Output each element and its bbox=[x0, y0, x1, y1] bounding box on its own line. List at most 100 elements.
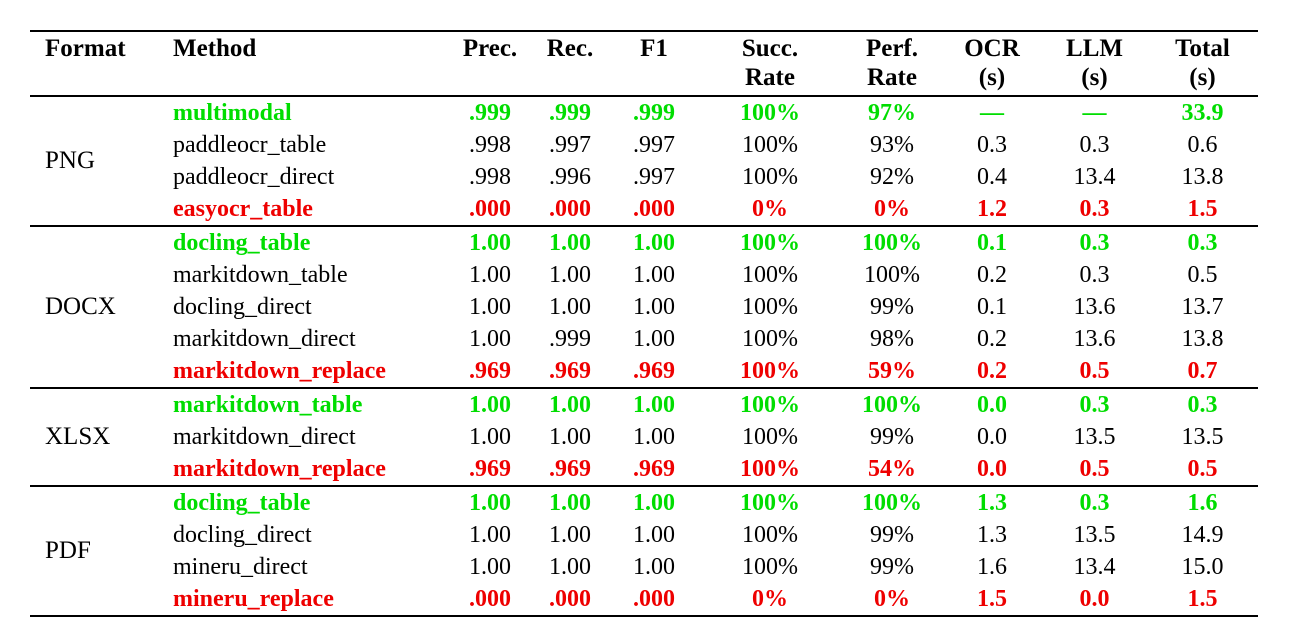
col-header-llm-s: LLM (s) bbox=[1042, 31, 1147, 97]
value-cell: 98% bbox=[870, 325, 914, 352]
value-cell: 100% bbox=[842, 485, 942, 519]
col-header-perf-rate: Perf. Rate bbox=[842, 31, 942, 97]
method-cell: docling_table bbox=[165, 225, 450, 259]
col-header-line1: OCR bbox=[964, 35, 1020, 62]
value-cell: 99% bbox=[870, 521, 914, 548]
value-cell: 13.6 bbox=[1073, 293, 1116, 320]
value-cell: 0% bbox=[752, 195, 788, 222]
value-cell: 1.00 bbox=[530, 485, 610, 519]
value-cell: 0.7 bbox=[1187, 357, 1218, 384]
value-cell: 1.00 bbox=[549, 423, 591, 450]
value-cell: 100% bbox=[842, 225, 942, 259]
value-cell: 0.3 bbox=[1147, 387, 1258, 421]
table-body: PNG multimodal .999.999.999 100% 97% — —33.9 pa… bbox=[30, 95, 1258, 616]
col-header-f1: F1 bbox=[610, 31, 698, 97]
value-cell: .997 bbox=[633, 163, 675, 190]
table-row: docling_direct 1.00 1.00 1.00 100% 99% 1.3 13.5… bbox=[30, 519, 1258, 551]
table-row: PNG multimodal .999.999.999 100% 97% — —33.9 bbox=[30, 95, 1258, 226]
value-cell: — bbox=[942, 95, 1042, 129]
value-cell: 0.0 bbox=[1079, 585, 1110, 612]
value-cell: .999 bbox=[450, 95, 530, 129]
table-row: mineru_replace .000 .000 .000 0% 0% 1.5 0.0 1.5 bbox=[30, 583, 1258, 616]
value-cell: 1.00 bbox=[469, 293, 511, 320]
value-cell: 0.1 bbox=[977, 293, 1007, 320]
method-cell: mineru_replace bbox=[173, 585, 334, 612]
value-cell: 1.00 bbox=[610, 485, 698, 519]
table-row: easyocr_table .000 .000 .000 0% 0% 1.2 0.3 1.5 bbox=[30, 193, 1258, 226]
table-row: markitdown_direct 1.00 1.00 1.00 100% 99% 0.0 1… bbox=[30, 421, 1258, 453]
value-cell: 100% bbox=[742, 261, 798, 288]
value-cell: .999 bbox=[530, 95, 610, 129]
table-row: paddleocr_direct .998 .996 .997 100% 92% 0.4 13… bbox=[30, 161, 1258, 193]
value-cell: 100% bbox=[742, 163, 798, 190]
value-cell: 0.3 bbox=[1079, 131, 1110, 158]
method-cell: easyocr_table bbox=[173, 195, 313, 222]
value-cell: 13.5 bbox=[1181, 423, 1224, 450]
value-cell: 33.9 bbox=[1147, 95, 1258, 129]
col-header-line1: Succ. bbox=[741, 35, 799, 62]
value-cell: 0.1 bbox=[942, 225, 1042, 259]
col-header-method: Method bbox=[165, 31, 450, 97]
value-cell: 1.00 bbox=[530, 387, 610, 421]
table-row: XLSX markitdown_table 1.00 1.00 1.00 100% 100%… bbox=[30, 387, 1258, 486]
col-header-line1: Rec. bbox=[546, 35, 594, 62]
value-cell: .969 bbox=[633, 455, 675, 482]
value-cell: 1.00 bbox=[633, 553, 675, 580]
value-cell: 99% bbox=[870, 423, 914, 450]
value-cell: 1.2 bbox=[977, 195, 1007, 222]
value-cell: 1.00 bbox=[549, 553, 591, 580]
value-cell: 1.00 bbox=[530, 225, 610, 259]
method-cell: docling_direct bbox=[173, 293, 312, 320]
col-header-line2: (s) bbox=[1189, 64, 1216, 91]
value-cell: 0.5 bbox=[1187, 261, 1218, 288]
table-row: markitdown_replace .969 .969 .969 100% 59% 0.2… bbox=[30, 355, 1258, 388]
col-header-total-s: Total (s) bbox=[1147, 31, 1258, 97]
benchmark-results-table: Format Method Prec. Rec. F1 bbox=[30, 30, 1258, 617]
format-cell: XLSX bbox=[30, 387, 165, 486]
table-row: mineru_direct 1.00 1.00 1.00 100% 99% 1.6 13.4 1… bbox=[30, 551, 1258, 583]
value-cell: 13.8 bbox=[1181, 325, 1224, 352]
method-cell: markitdown_replace bbox=[173, 357, 386, 384]
value-cell: 0.3 bbox=[1042, 387, 1147, 421]
value-cell: 0.3 bbox=[1042, 225, 1147, 259]
value-cell: 1.00 bbox=[469, 325, 511, 352]
value-cell: 1.00 bbox=[633, 261, 675, 288]
value-cell: 100% bbox=[698, 225, 842, 259]
value-cell: 13.4 bbox=[1073, 163, 1116, 190]
value-cell: 100% bbox=[740, 455, 800, 482]
col-header-format: Format bbox=[30, 31, 165, 97]
method-cell: multimodal bbox=[165, 95, 450, 129]
value-cell: 0.6 bbox=[1187, 131, 1218, 158]
value-cell: 1.00 bbox=[633, 325, 675, 352]
col-header-prec: Prec. bbox=[450, 31, 530, 97]
table-row: markitdown_replace .969 .969 .969 100% 54% 0.0… bbox=[30, 453, 1258, 486]
value-cell: 1.00 bbox=[469, 261, 511, 288]
value-cell: 0% bbox=[752, 585, 788, 612]
value-cell: .000 bbox=[633, 195, 675, 222]
table-row: markitdown_table 1.00 1.00 1.00 100% 100% 0.2 0… bbox=[30, 259, 1258, 291]
value-cell: — bbox=[1042, 95, 1147, 129]
col-header-line1: Format bbox=[45, 35, 126, 62]
value-cell: 0% bbox=[874, 195, 910, 222]
table-row: docling_direct 1.00 1.00 1.00 100% 99% 0.1 13.6… bbox=[30, 291, 1258, 323]
value-cell: 0.3 bbox=[1147, 225, 1258, 259]
value-cell: 0.3 bbox=[977, 131, 1007, 158]
value-cell: 1.00 bbox=[633, 521, 675, 548]
value-cell: 0.0 bbox=[942, 387, 1042, 421]
value-cell: 100% bbox=[842, 387, 942, 421]
col-header-ocr-s: OCR (s) bbox=[942, 31, 1042, 97]
value-cell: 100% bbox=[698, 387, 842, 421]
value-cell: 100% bbox=[742, 553, 798, 580]
value-cell: 15.0 bbox=[1181, 553, 1224, 580]
value-cell: 1.00 bbox=[469, 553, 511, 580]
format-cell: PDF bbox=[30, 485, 165, 616]
value-cell: .997 bbox=[633, 131, 675, 158]
format-cell: DOCX bbox=[30, 225, 165, 388]
value-cell: .000 bbox=[633, 585, 675, 612]
method-cell: markitdown_direct bbox=[173, 325, 356, 352]
value-cell: 13.5 bbox=[1073, 521, 1116, 548]
value-cell: 1.00 bbox=[633, 293, 675, 320]
col-header-line2: Rate bbox=[745, 64, 795, 91]
value-cell: 1.00 bbox=[549, 293, 591, 320]
value-cell: 100% bbox=[742, 325, 798, 352]
